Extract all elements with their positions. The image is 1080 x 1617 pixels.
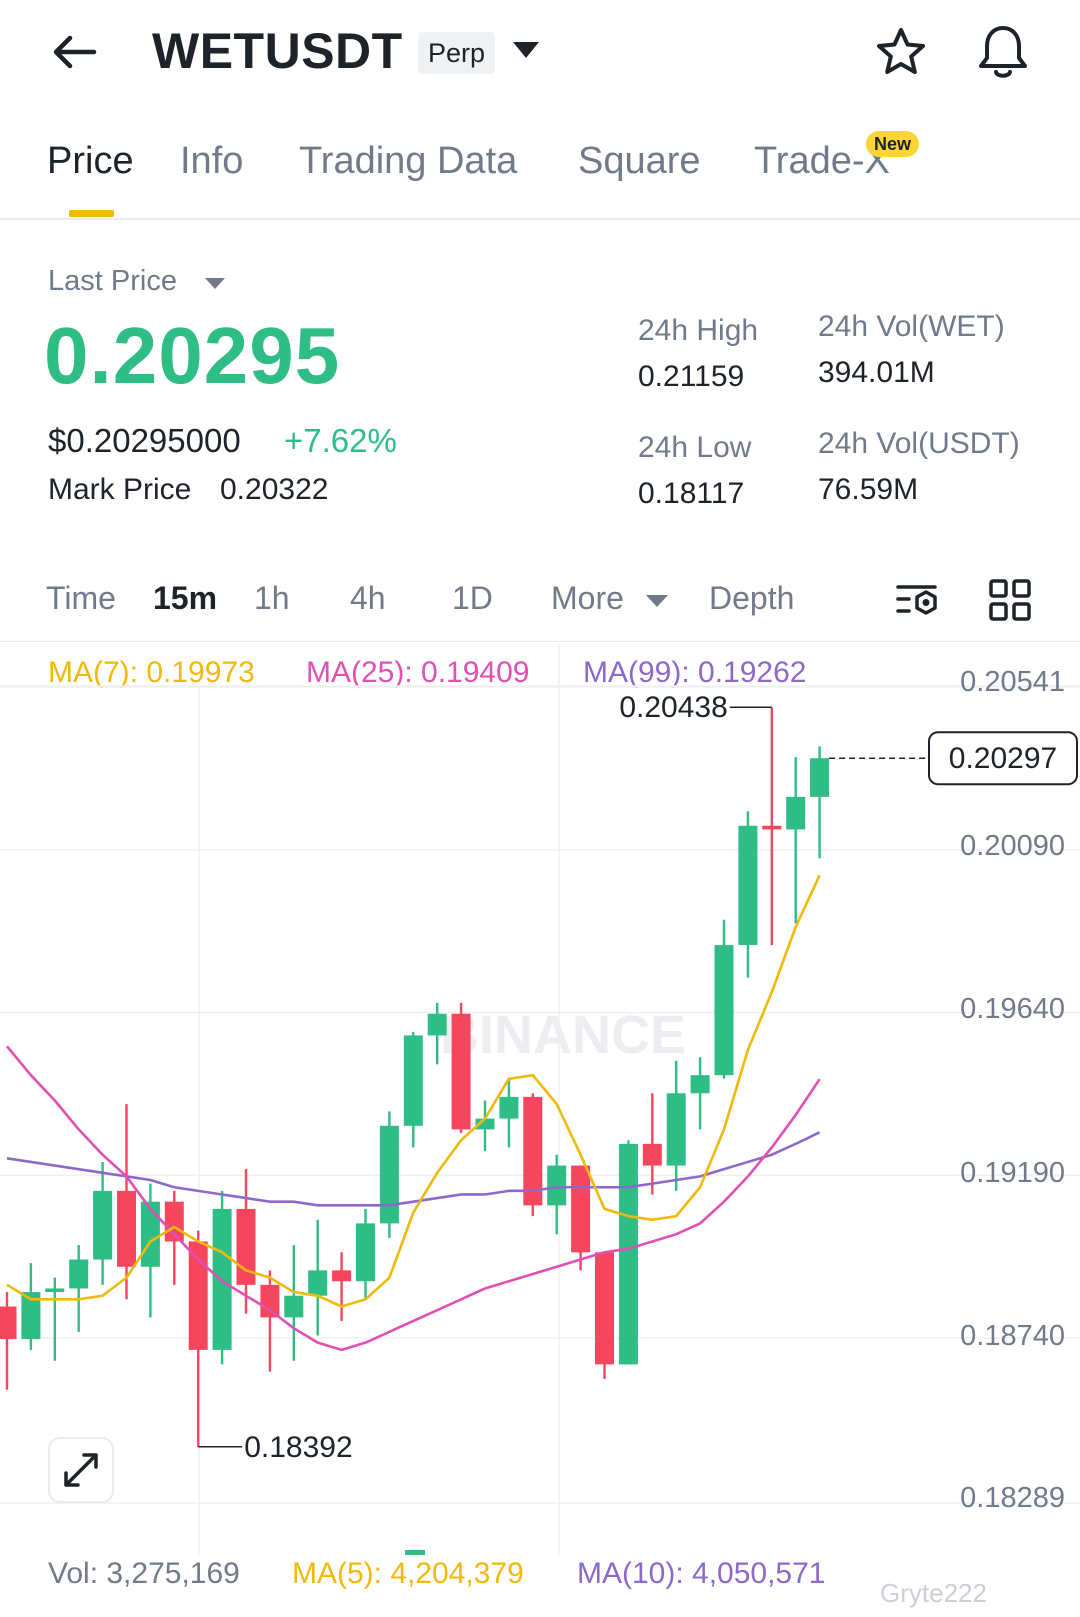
vol-base-24h-value: 394.01M [818,356,935,389]
usd-price: $0.20295000 [48,422,241,459]
last-price-dropdown-icon[interactable] [205,278,225,289]
tab-trading-data[interactable]: Trading Data [299,140,518,182]
low-24h-label: 24h Low [638,431,752,464]
high-24h-value: 0.21159 [638,360,745,393]
mark-price-value: 0.20322 [220,473,329,506]
y-axis-tick-label: 0.18289 [960,1482,1065,1514]
tab-bar: Price Info Trading Data Square Trade-X [0,130,1080,220]
interval-4h[interactable]: 4h [350,580,386,616]
candle-body [69,1259,89,1289]
y-axis-tick-label: 0.20090 [960,830,1065,862]
candle-body [810,758,830,797]
last-price-value: 0.20295 [44,311,341,400]
candle-body [666,1093,686,1166]
ma25-indicator: MA(25): 0.19409 [306,656,530,689]
vol-quote-24h-label: 24h Vol(USDT) [818,427,1020,460]
tab-price[interactable]: Price [47,140,134,182]
chart-watermark: BINANCE [440,1005,686,1065]
candle-body [618,1143,638,1365]
candle-body [714,945,734,1076]
contract-type-badge: Perp [418,32,496,74]
candle-body [308,1270,328,1296]
candle-body [475,1118,495,1130]
candle-body [595,1252,614,1365]
ma99-indicator: MA(99): 0.19262 [583,656,807,689]
candle-body [212,1208,232,1350]
candlestick-chart[interactable]: BINANCE 0.20438 0.18392 0.20541 0.20090 0.196… [0,643,1080,1555]
chart-settings-icon[interactable] [895,578,941,624]
candle-body [642,1143,662,1166]
ma99-line [6,1131,821,1207]
active-tab-indicator [69,210,114,217]
candle-body [260,1284,280,1318]
more-dropdown-icon[interactable] [646,595,668,607]
tab-info[interactable]: Info [180,140,244,182]
ma7-indicator: MA(7): 0.19973 [48,656,255,689]
candle-body [690,1075,710,1094]
high-24h-label: 24h High [638,314,759,347]
interval-15m[interactable]: 15m [153,580,218,616]
symbol-dropdown-icon[interactable] [513,42,539,58]
candle-body [117,1190,136,1267]
symbol-title[interactable]: WETUSDT [152,23,403,79]
candle-body [356,1223,375,1282]
high-marker-label: 0.20438 [619,691,727,724]
candle-body [140,1201,160,1267]
interval-1d[interactable]: 1D [452,580,493,616]
last-price-label[interactable]: Last Price [48,265,177,297]
watermark: Gryte222 [880,1578,987,1608]
y-axis-tick-label: 0.18740 [960,1320,1065,1352]
candle-body [188,1241,208,1350]
ma25-line [5,1045,821,1352]
candle-body [451,1013,471,1130]
candle-body [164,1201,184,1242]
tab-square[interactable]: Square [578,140,701,182]
volume-bar [405,1550,425,1555]
candle-body [499,1096,519,1119]
header-bar: WETUSDT Perp [0,0,1080,105]
volume-ma10-indicator: MA(10): 4,050,571 [577,1557,826,1590]
volume-ma5-indicator: MA(5): 4,204,379 [292,1557,524,1590]
vol-base-24h-label: 24h Vol(WET) [818,310,1005,343]
interval-time[interactable]: Time [46,580,116,616]
candle-body [762,825,782,830]
vol-quote-24h-value: 76.59M [818,473,919,506]
back-arrow-icon[interactable] [48,28,104,76]
y-axis-tick-label: 0.19190 [960,1157,1065,1189]
layout-grid-icon[interactable] [988,578,1032,622]
bell-icon[interactable] [975,22,1031,82]
candle-body [379,1125,399,1224]
interval-bar: Time 15m 1h 4h 1D More Depth [0,560,1080,642]
candle-body [0,1306,17,1340]
y-axis-tick-label: 0.19640 [960,993,1065,1025]
expand-fullscreen-icon[interactable] [48,1437,114,1503]
ma7-line [6,874,821,1308]
new-badge: New [866,131,920,157]
candle-body [523,1096,543,1206]
low-24h-value: 0.18117 [638,477,745,510]
candle-body [45,1288,65,1293]
candle-body [403,1035,423,1126]
mark-price-label: Mark Price [48,473,192,506]
candle-body [547,1165,567,1206]
volume-indicator: Vol: 3,275,169 [48,1557,240,1590]
candle-body [738,825,758,946]
favorite-star-icon[interactable] [873,24,929,80]
candle-body [93,1190,113,1260]
candle-body [21,1292,41,1340]
price-change-percent: +7.62% [284,422,397,459]
candle-body [284,1295,304,1318]
current-price-label: 0.20297 [949,742,1057,775]
candle-body [332,1270,352,1282]
candle-body [786,796,806,830]
candle-body [571,1165,591,1253]
interval-more[interactable]: More [551,580,624,616]
low-marker-label: 0.18392 [244,1431,352,1464]
candle-body [427,1013,447,1036]
interval-depth[interactable]: Depth [709,580,795,616]
interval-1h[interactable]: 1h [254,580,290,616]
current-price-box [928,731,1078,786]
y-axis-tick-label: 0.20541 [960,666,1065,698]
